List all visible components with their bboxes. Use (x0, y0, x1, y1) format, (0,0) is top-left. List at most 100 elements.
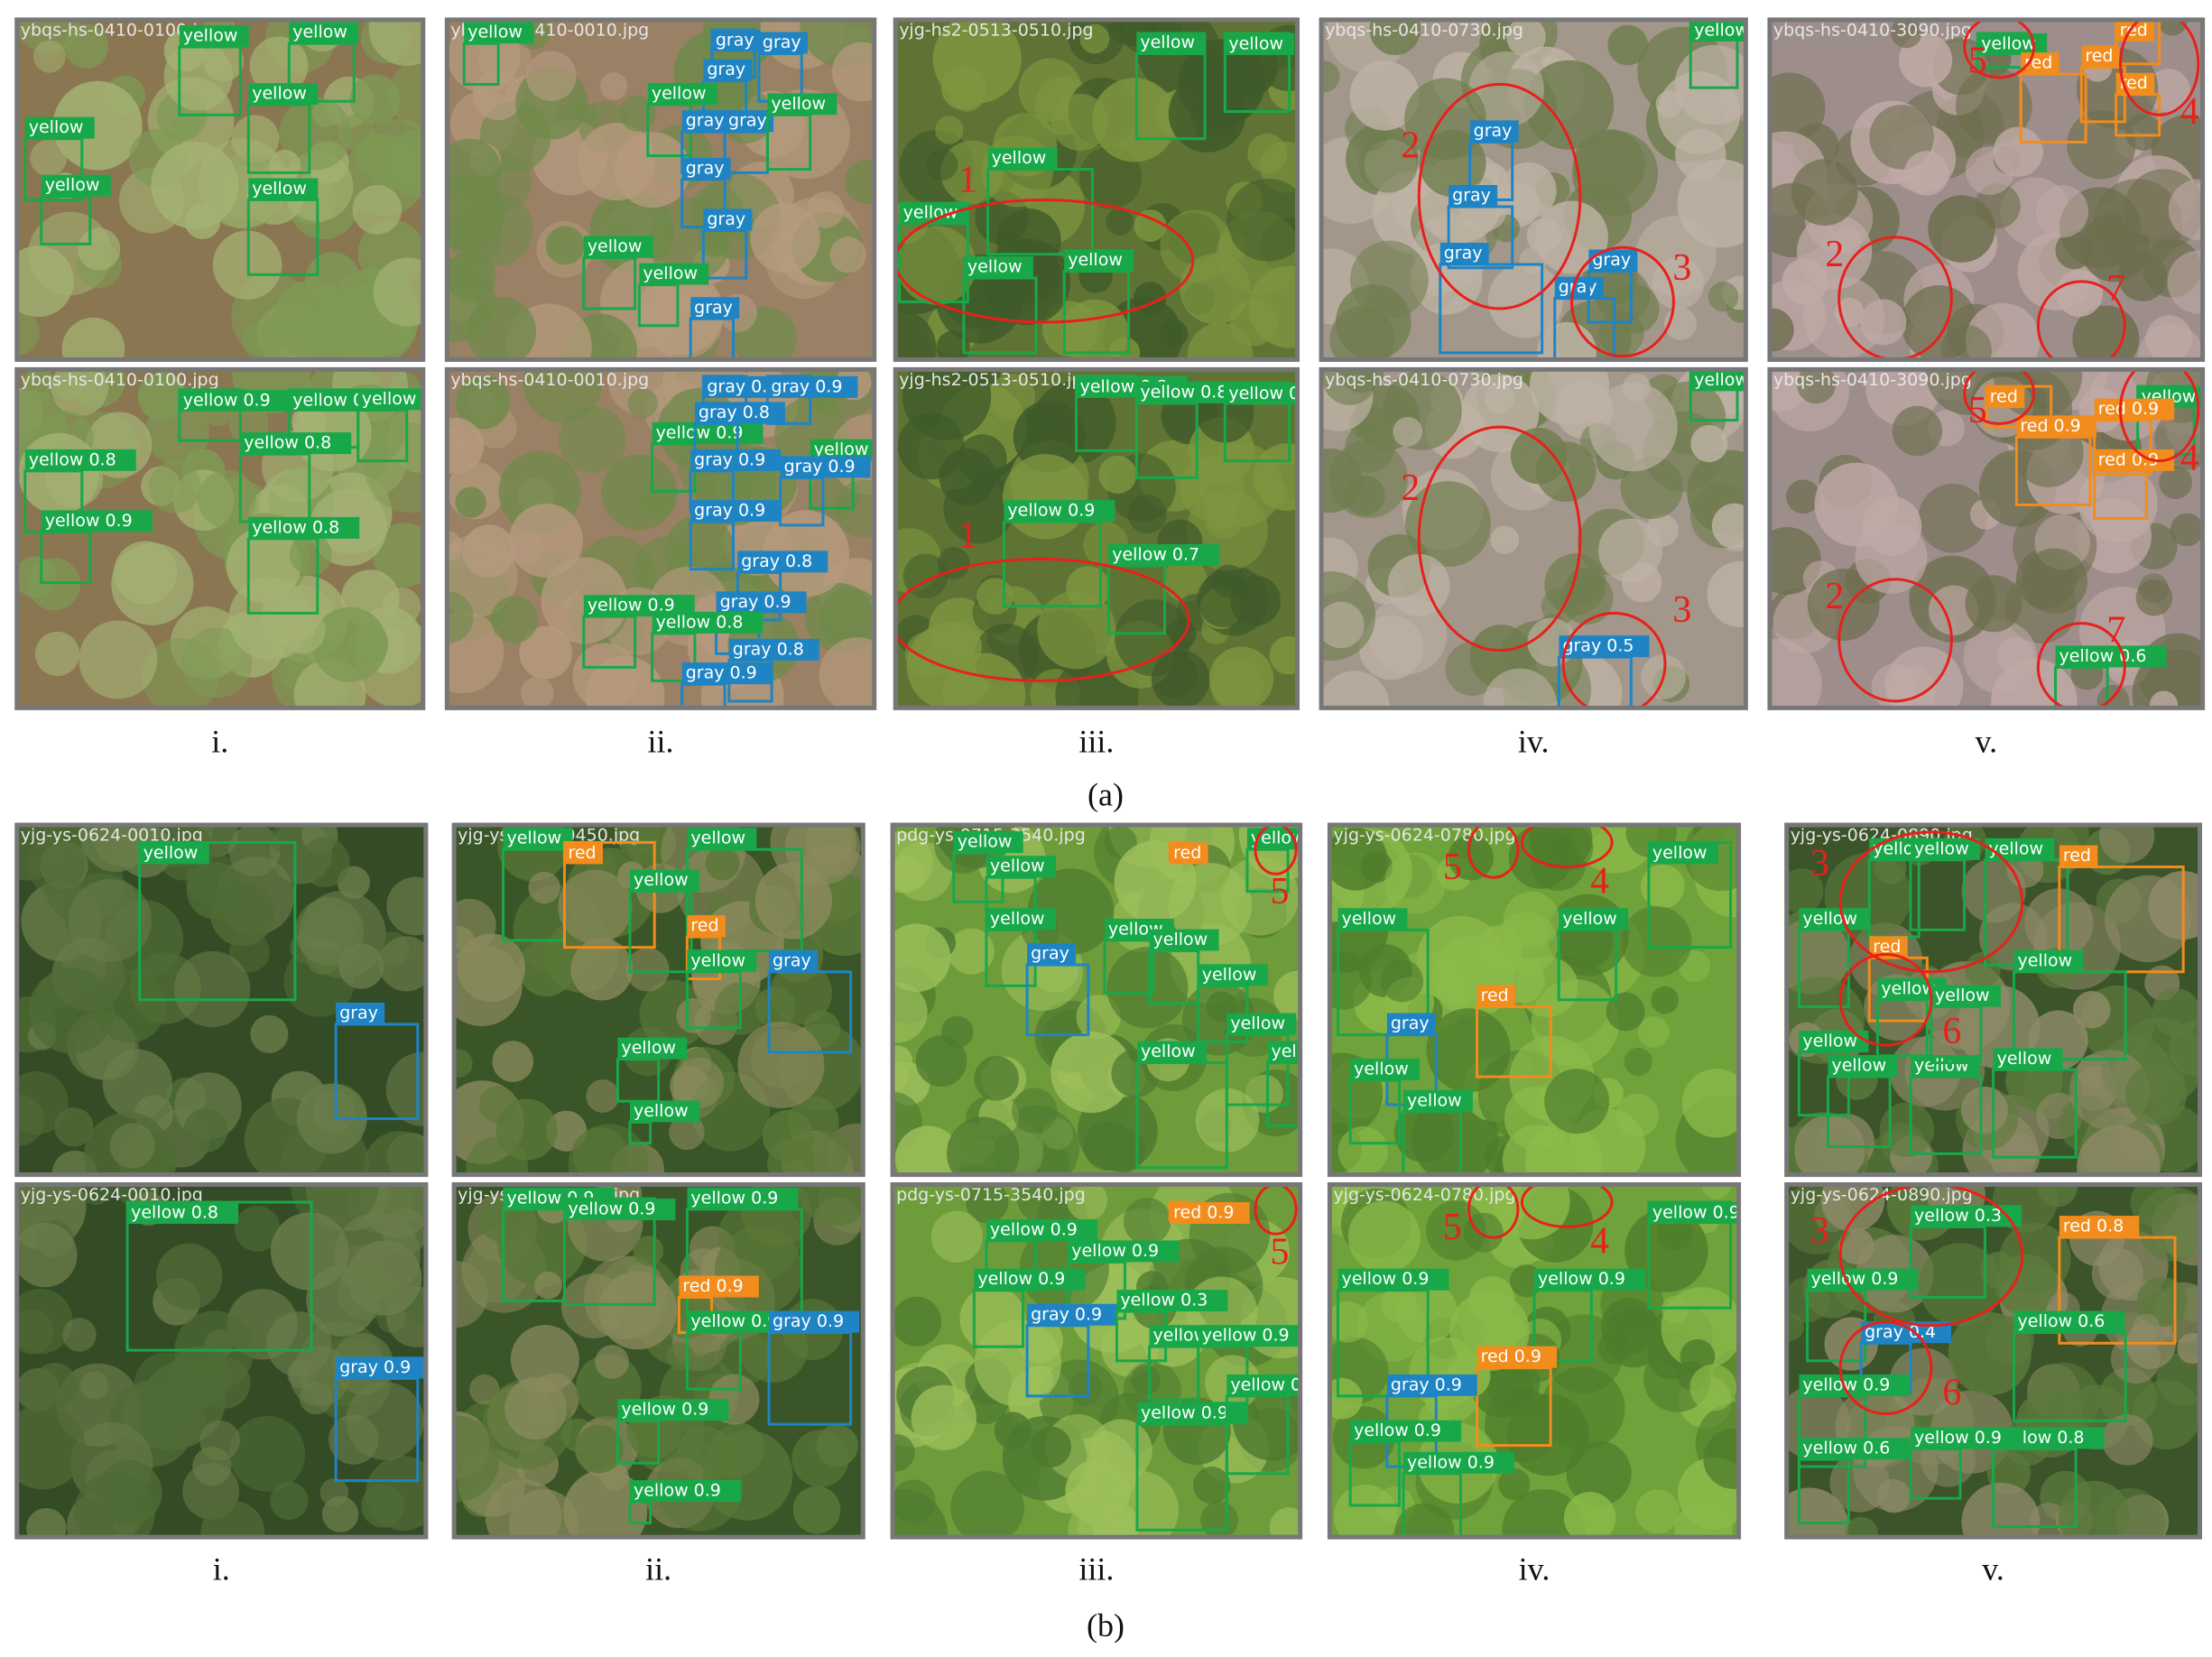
aerial-image: yjg-ys-0624-0780.jpg yellow 0.9 yellow 0.9… (1329, 1184, 1739, 1538)
box-label: yellow (634, 1101, 689, 1121)
box-label-bg (716, 591, 807, 614)
tree-crown (2044, 1386, 2084, 1426)
box-label: red 0.9 (682, 1276, 743, 1296)
tree-crown (819, 637, 875, 708)
tree-crown (155, 1243, 223, 1310)
box-label: gray 0.9 (686, 663, 757, 683)
box-label-bg (1977, 32, 2048, 55)
image-frame (1784, 822, 2202, 1178)
tree-crown (1791, 159, 1858, 227)
tree-crown (1012, 1088, 1058, 1134)
tree-crown (601, 454, 678, 531)
tree-crown (16, 1309, 54, 1355)
box-label: yellow 0.9 (1228, 384, 1316, 403)
tree-crown (171, 113, 199, 141)
tree-crown (893, 982, 928, 1043)
tree-crown (250, 1014, 289, 1053)
box-label: yellow 0.9 (977, 1269, 1065, 1289)
box-label-bg (1403, 1089, 1473, 1112)
box-label-bg (687, 949, 757, 972)
column-caption: v. (1982, 1551, 2004, 1587)
box-label-bg (1198, 964, 1268, 986)
tree-crown (1918, 483, 1988, 553)
tree-crown (1337, 1125, 1388, 1175)
tree-crown (1786, 479, 1820, 514)
box-label: red 0.9 (2098, 449, 2159, 469)
tree-crown (1524, 1122, 1603, 1175)
tree-crown (1322, 369, 1377, 405)
tree-crown (2159, 466, 2192, 499)
box-label: yellow 0.9 (568, 1199, 655, 1219)
tree-crown (1151, 650, 1210, 708)
circle-number: 3 (1672, 247, 1691, 289)
tree-crown (1711, 503, 1746, 549)
tree-crown (1964, 951, 2001, 988)
tree-crown (79, 620, 158, 699)
image-frame (451, 822, 865, 1178)
tree-crown (2077, 1125, 2161, 1175)
image-frame (890, 822, 1303, 1178)
circle-number: 5 (1443, 847, 1462, 888)
tree-crown (16, 310, 40, 356)
box-label-bg (503, 828, 573, 850)
tree-crown (1335, 284, 1411, 360)
image-frame (451, 1182, 865, 1540)
tree-crown (2167, 250, 2203, 314)
highlight-circle (1417, 82, 1582, 310)
filename: ybqs-hs-0410-3090.jpg (1773, 20, 1972, 40)
tree-crown (491, 596, 539, 643)
box-label-bg (758, 32, 808, 54)
tree-crown (937, 547, 970, 579)
tree-crown (1820, 1184, 1885, 1232)
box-label-bg (336, 1002, 385, 1024)
tree-crown (1948, 1311, 2032, 1396)
box-label: gray (1559, 277, 1597, 297)
tree-crown (816, 1424, 858, 1467)
tree-crown (346, 1382, 424, 1460)
highlight-circle (895, 198, 1195, 324)
box-label: yellow 0.9 (1202, 1326, 1290, 1346)
circle-number: 7 (2106, 268, 2125, 310)
tree-crown (199, 1420, 240, 1461)
tree-crown (1871, 663, 1918, 708)
box-label-bg (703, 208, 753, 231)
box-label: yellow 0.9 (1230, 1375, 1318, 1394)
box-label: red (1173, 843, 1201, 863)
box-label: gray (728, 111, 767, 131)
tree-crown (16, 1094, 44, 1146)
circle-number: 5 (1271, 1231, 1290, 1273)
box-label-bg (1799, 1374, 1911, 1396)
tree-crown (1903, 151, 1949, 196)
highlight-circle (1963, 369, 2036, 425)
tree-crown (1426, 1200, 1486, 1261)
box-label-bg (1648, 1202, 1739, 1225)
box-label-bg (1027, 943, 1077, 966)
tree-crown (228, 825, 281, 876)
tree-crown (279, 97, 352, 171)
tree-crown (1498, 1467, 1531, 1501)
box-label-bg (464, 22, 534, 44)
box-label-bg (1554, 276, 1604, 299)
highlight-circle (1254, 825, 1298, 875)
box-label: yellow (1881, 978, 1936, 998)
column-caption: iv. (1519, 1551, 1550, 1587)
tree-crown (243, 321, 282, 360)
tree-crown (676, 997, 712, 1033)
box-label: gray (1474, 121, 1513, 141)
tree-crown (1928, 195, 1995, 263)
tree-crown (54, 1107, 94, 1147)
box-label-bg (248, 516, 360, 539)
box-label: gray 0.9 (339, 1357, 411, 1377)
tree-crown (1030, 1426, 1071, 1467)
column-caption: iv. (1518, 723, 1550, 759)
box-label-bg (1137, 1402, 1248, 1425)
highlight-circle (1963, 19, 2036, 79)
box-label-bg (2055, 645, 2167, 668)
column-caption: ii. (648, 723, 674, 759)
column-caption: iii. (1078, 1551, 1114, 1587)
tree-crown (1321, 671, 1390, 708)
tree-crown (1159, 319, 1189, 348)
